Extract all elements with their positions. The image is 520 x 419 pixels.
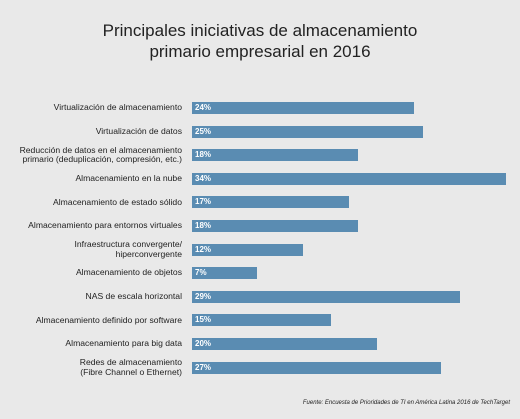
bar [192,125,423,138]
value-label: 15% [195,315,212,325]
value-label: 18% [195,221,212,230]
value-label: 34% [195,173,212,183]
category-label: Almacenamiento definido por software [35,314,182,325]
bar [192,290,460,303]
value-label: 29% [195,291,212,301]
category-label: Almacenamiento en la nube [75,173,182,184]
value-label: 20% [195,339,212,348]
bar [192,196,349,209]
category-label: Almacenamiento de estado sólido [53,196,182,207]
category-label: Almacenamiento para entornos virtuales [28,220,182,231]
source-note: Fuente: Encuesta de Prioridades de TI en… [302,400,510,406]
chart-title: Principales iniciativas de almacenamient… [102,21,418,61]
category-label: Almacenamiento para big data [65,338,182,349]
category-label: Reducción de datos en el almacenamiento … [19,144,182,165]
category-label: Virtualización de datos [95,125,182,136]
value-label: 7% [195,268,207,278]
category-label: Virtualización de almacenamiento [53,102,182,113]
value-label: 25% [195,126,212,136]
category-label: Redes de almacenamiento (Fibre Channel o… [79,357,182,377]
value-label: 24% [195,103,212,112]
bar [192,314,331,327]
value-label: 12% [195,244,212,254]
bar [192,220,359,232]
bar [192,267,257,280]
value-label: 17% [195,197,212,207]
category-label: Almacenamiento de objetos [75,267,182,278]
value-label: 27% [195,362,212,372]
bar [192,172,506,185]
value-label: 18% [195,150,212,160]
bar [192,243,303,256]
bar [192,361,442,374]
bar [192,338,377,350]
category-label: Infraestructura convergente/ hiperconver… [74,239,182,259]
category-label: NAS de escala horizontal [85,291,183,302]
bar [192,102,414,114]
bar [192,149,359,162]
